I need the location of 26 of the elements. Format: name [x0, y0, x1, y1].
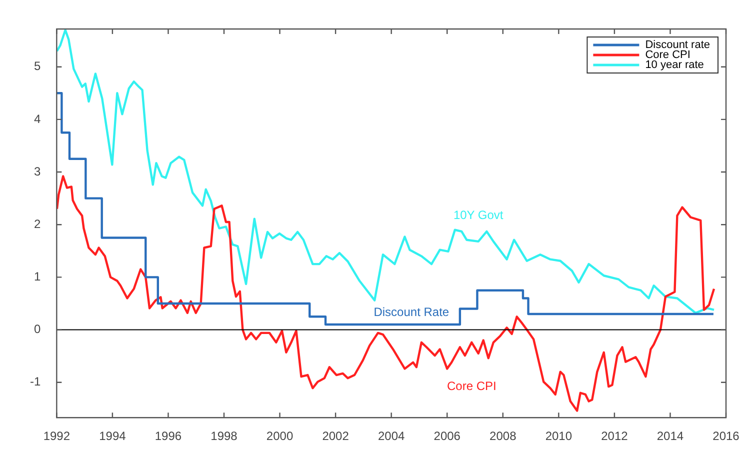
annotation: Discount Rate	[374, 304, 450, 319]
x-tick-label: 2002	[322, 429, 350, 444]
x-tick-label: 2016	[712, 429, 740, 444]
y-tick-label: 2	[34, 216, 41, 231]
x-tick-label: 1992	[43, 429, 70, 444]
legend-label: 10 year rate	[645, 59, 704, 72]
x-tick-label: 2000	[266, 429, 294, 444]
x-tick-label: 2008	[490, 429, 517, 444]
legend-label: Core CPI	[645, 49, 690, 62]
y-tick-label: 5	[34, 59, 41, 74]
annotation: 10Y Govt	[453, 208, 504, 222]
x-tick-label: 2014	[656, 429, 684, 444]
y-tick-label: 1	[34, 270, 41, 284]
y-tick-label: 3	[34, 164, 41, 178]
x-tick-label: 2012	[601, 429, 628, 444]
annotation: Core CPI	[446, 378, 496, 393]
x-tick-label: 2006	[434, 429, 461, 444]
x-tick-label: 1994	[99, 429, 126, 444]
y-tick-label: -1	[30, 374, 41, 389]
legend-label: Discount rate	[645, 39, 710, 52]
y-tick-label: 0	[34, 322, 41, 336]
x-tick-label: 2010	[545, 429, 572, 444]
x-tick-label: 2004	[378, 429, 406, 444]
x-tick-label: 1998	[210, 429, 238, 444]
y-tick-label: 4	[34, 112, 41, 126]
x-tick-label: 1996	[154, 429, 182, 444]
